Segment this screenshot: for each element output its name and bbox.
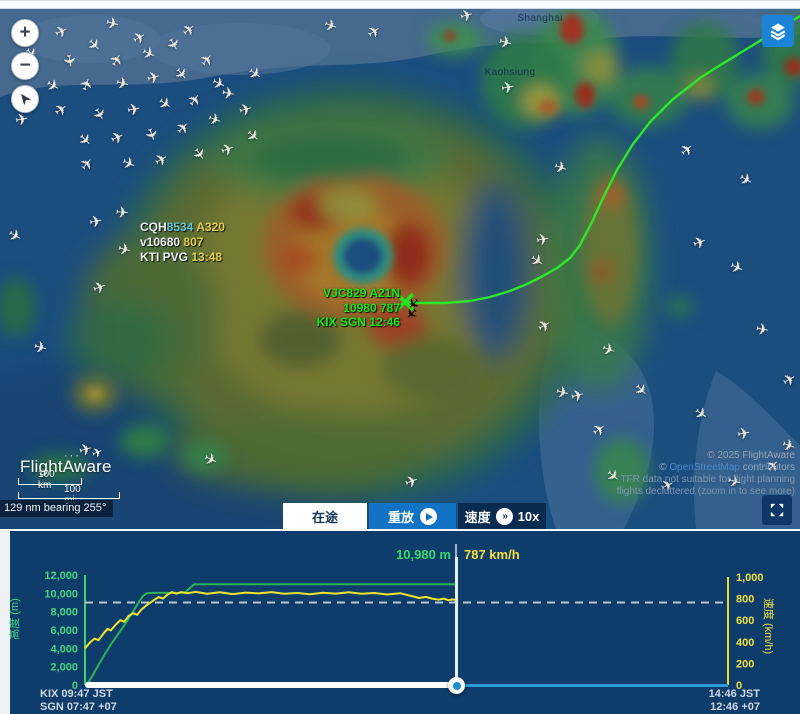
- aircraft-icon[interactable]: ✈: [499, 78, 516, 99]
- map-zoom-controls: + −: [11, 19, 41, 118]
- city-label: Shanghai: [517, 13, 563, 24]
- layers-button[interactable]: [762, 15, 794, 47]
- altitude-axis-title: 高度 (m): [9, 598, 21, 640]
- logo-dots: ···: [64, 450, 81, 462]
- slider-track-remaining[interactable]: [456, 684, 728, 687]
- text-part: flights decluttered (zoom in to see more…: [616, 486, 795, 497]
- text-part: 8534: [166, 220, 194, 234]
- playback-controls: 在途 重放 速度 » 10x: [283, 503, 546, 529]
- svg-text:0: 0: [736, 680, 742, 692]
- map-attribution: © 2025 FlightAware © OpenStreetMap contri…: [617, 450, 795, 498]
- aircraft-icon[interactable]: ✈: [125, 100, 142, 121]
- svg-text:800: 800: [736, 594, 754, 606]
- svg-text:6,000: 6,000: [50, 625, 78, 637]
- departure-time-dest-tz: SGN 07:47 +07: [40, 701, 117, 713]
- fast-forward-icon: »: [495, 508, 513, 525]
- selected-flight-label[interactable]: VJC829 A21N 10980 787 KIX SGN 12:46: [230, 286, 400, 330]
- map-weather-layer: [0, 9, 800, 529]
- flightaware-logo: FlightAware ✈ ···: [20, 444, 112, 477]
- text-part: v10680: [140, 235, 184, 249]
- text-part: contributors: [739, 462, 795, 473]
- text-part: ©: [659, 462, 670, 473]
- text-part: TFR data not suitable for flight plannin…: [620, 474, 795, 485]
- flightaware-logo-text: FlightAware: [20, 457, 112, 476]
- svg-text:12,000: 12,000: [44, 570, 78, 582]
- speed-value: 10x: [517, 509, 540, 524]
- departure-time-origin: KIX 09:47 JST: [40, 688, 113, 700]
- page-left-gutter: [0, 531, 10, 714]
- svg-text:4,000: 4,000: [50, 643, 78, 655]
- layers-icon: [770, 23, 786, 41]
- text-part: CQH: [140, 220, 167, 234]
- flight-path: [395, 14, 800, 312]
- svg-text:1,000: 1,000: [736, 572, 764, 584]
- aircraft-icon[interactable]: ✈: [754, 320, 771, 341]
- flight-tag-cqh8534[interactable]: CQH8534 A320 v10680 807 KTI PVG 13:48: [140, 220, 225, 265]
- speed-label: 速度: [464, 510, 491, 525]
- slider-track-elapsed[interactable]: [85, 682, 457, 688]
- svg-text:400: 400: [736, 637, 754, 649]
- aircraft-icon[interactable]: ✈: [114, 204, 130, 223]
- current-speed-value: 787 km/h: [464, 547, 520, 562]
- svg-text:8,000: 8,000: [50, 607, 78, 619]
- zoom-in-button[interactable]: +: [11, 19, 39, 47]
- text-part: 807: [183, 235, 204, 249]
- aircraft-icon[interactable]: ✈: [220, 84, 237, 105]
- svg-text:10,000: 10,000: [44, 588, 78, 600]
- text-part: 13:48: [191, 250, 223, 264]
- aircraft-icon[interactable]: ✈: [735, 424, 752, 445]
- zoom-out-button[interactable]: −: [11, 52, 39, 80]
- svg-text:0: 0: [72, 680, 78, 692]
- selected-flight-alt-speed: 10980 787: [343, 300, 400, 315]
- text-part: KTI PVG: [140, 250, 192, 264]
- flight-profile-chart: 0 2,000 4,000 6,000 8,000 10,000 12,000 0 200 400…: [0, 531, 800, 714]
- bearing-label: 129 nm bearing 255°: [0, 500, 114, 517]
- scrubber-line: [455, 557, 459, 686]
- scale-km-label: 100 km: [38, 469, 55, 491]
- map-canvas[interactable]: ✈ ✈ ✈ ✈ ✈ ✈ ✈ ✈ ✈ ✈ ✈ ✈ ✈ ✈ ✈ ✈ ✈ ✈ ✈ ✈ ✈ ✈ ✈ ✈ ✈ ✈ ✈ ✈ ✈ ✈ ✈ ✈ ✈ ✈ ✈ ✈ ✈ ✈ ✈ ✈…: [0, 9, 800, 529]
- aircraft-icon[interactable]: ✈: [534, 230, 551, 251]
- replay-label: 重放: [387, 510, 414, 525]
- slider-handle-dot: [452, 681, 461, 690]
- compass-arrow-icon: [20, 93, 32, 106]
- osm-link[interactable]: OpenStreetMap: [669, 462, 740, 473]
- text-part: A320: [193, 220, 225, 234]
- fullscreen-button[interactable]: [762, 495, 792, 525]
- fullscreen-icon: [770, 503, 784, 517]
- current-altitude-value: 10,980 m: [396, 547, 451, 562]
- arrival-times: 14:46 JST 12:46 +07: [688, 688, 760, 714]
- speed-button[interactable]: 速度 » 10x: [458, 503, 546, 529]
- text-part: © 2025 FlightAware: [707, 450, 795, 461]
- replay-button[interactable]: 重放: [369, 503, 456, 529]
- speed-axis-title: 速度 (km/h): [762, 597, 774, 655]
- scale-km-bar: [18, 478, 82, 485]
- svg-text:200: 200: [736, 658, 754, 670]
- aircraft-icon[interactable]: ✈: [58, 52, 79, 69]
- aircraft-icon[interactable]: ✈: [87, 212, 104, 233]
- arrival-time-origin-tz: 14:46 JST: [708, 688, 760, 700]
- tab-enroute[interactable]: 在途: [283, 503, 367, 529]
- selected-flight-ident: VJC829 A21N: [323, 286, 400, 300]
- slider-handle[interactable]: [448, 677, 466, 694]
- compass-button[interactable]: [11, 85, 39, 113]
- chart-plot[interactable]: 0 2,000 4,000 6,000 8,000 10,000 12,000 0 200 400…: [0, 531, 800, 714]
- svg-text:2,000: 2,000: [50, 662, 78, 674]
- svg-text:600: 600: [736, 615, 754, 627]
- arrival-time-dest-tz: 12:46 +07: [710, 701, 760, 713]
- city-label: Kaohsiung: [484, 67, 536, 78]
- scale-mi-bar: [18, 492, 120, 499]
- departure-times: KIX 09:47 JST SGN 07:47 +07: [40, 688, 117, 714]
- selected-flight-route: KIX SGN 12:46: [316, 315, 400, 329]
- play-icon: [420, 508, 437, 525]
